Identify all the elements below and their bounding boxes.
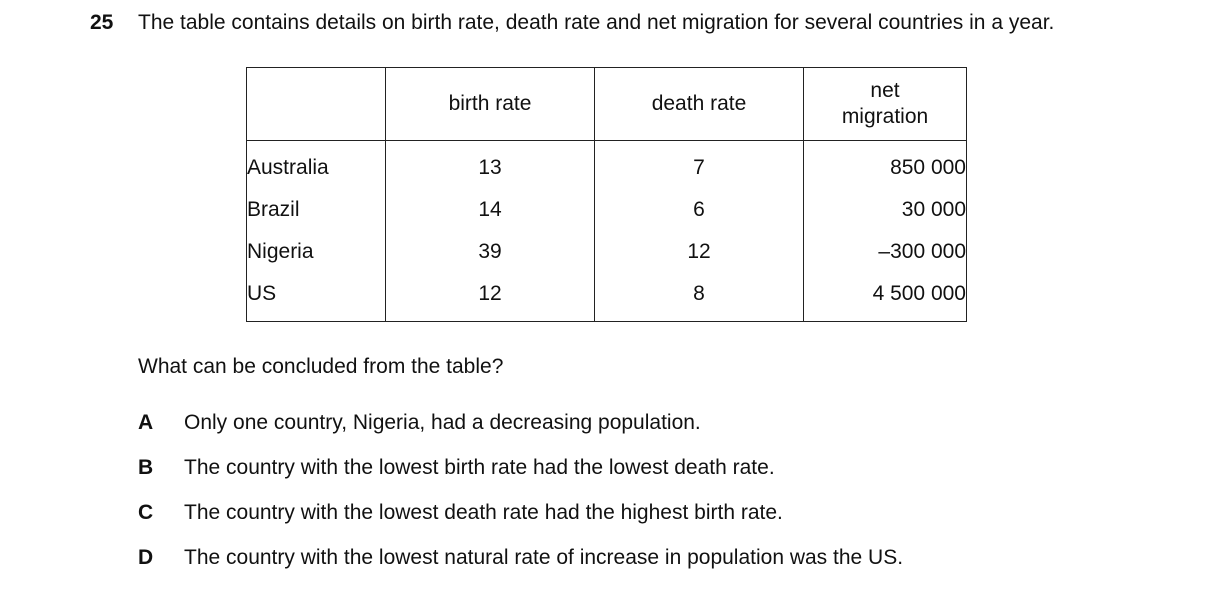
net-migration-cell: 30 000 [803, 189, 967, 231]
option-text: The country with the lowest death rate h… [184, 501, 783, 524]
question-number: 25 [90, 11, 114, 34]
country-cell: Nigeria [246, 231, 386, 273]
net-migration-cell: 850 000 [803, 140, 967, 189]
table-row: Nigeria 39 12 –300 000 [246, 231, 967, 273]
country-cell: Brazil [246, 189, 386, 231]
birth-rate-cell: 14 [385, 189, 595, 231]
table-header-row: birth rate death rate net migration [246, 67, 967, 141]
question-text: The table contains details on birth rate… [138, 11, 1055, 34]
table-row: Brazil 14 6 30 000 [246, 189, 967, 231]
death-rate-cell: 7 [594, 140, 804, 189]
country-cell: US [246, 273, 386, 322]
option-letter: B [138, 456, 154, 479]
option-c[interactable]: C The country with the lowest death rate… [138, 501, 903, 546]
option-b[interactable]: B The country with the lowest birth rate… [138, 456, 903, 501]
birth-rate-cell: 39 [385, 231, 595, 273]
answer-options: A Only one country, Nigeria, had a decre… [138, 411, 903, 591]
header-death-rate: death rate [594, 67, 804, 141]
table-row: US 12 8 4 500 000 [246, 273, 967, 322]
option-letter: A [138, 411, 154, 434]
header-cell-empty [246, 67, 386, 141]
option-text: The country with the lowest natural rate… [184, 546, 904, 569]
header-birth-rate: birth rate [385, 67, 595, 141]
option-letter: D [138, 546, 154, 569]
net-migration-cell: –300 000 [803, 231, 967, 273]
table-row: Australia 13 7 850 000 [246, 140, 967, 189]
header-net-migration-label: net migration [841, 79, 929, 128]
death-rate-cell: 8 [594, 273, 804, 322]
country-cell: Australia [246, 140, 386, 189]
net-migration-cell: 4 500 000 [803, 273, 967, 322]
birth-rate-cell: 13 [385, 140, 595, 189]
option-letter: C [138, 501, 154, 524]
death-rate-cell: 6 [594, 189, 804, 231]
option-d[interactable]: D The country with the lowest natural ra… [138, 546, 903, 591]
option-text: Only one country, Nigeria, had a decreas… [184, 411, 701, 434]
header-net-migration: net migration [803, 67, 967, 141]
option-text: The country with the lowest birth rate h… [184, 456, 775, 479]
data-table: birth rate death rate net migration Aust… [246, 67, 967, 322]
option-a[interactable]: A Only one country, Nigeria, had a decre… [138, 411, 903, 456]
death-rate-cell: 12 [594, 231, 804, 273]
birth-rate-cell: 12 [385, 273, 595, 322]
question-prompt: What can be concluded from the table? [138, 355, 504, 378]
